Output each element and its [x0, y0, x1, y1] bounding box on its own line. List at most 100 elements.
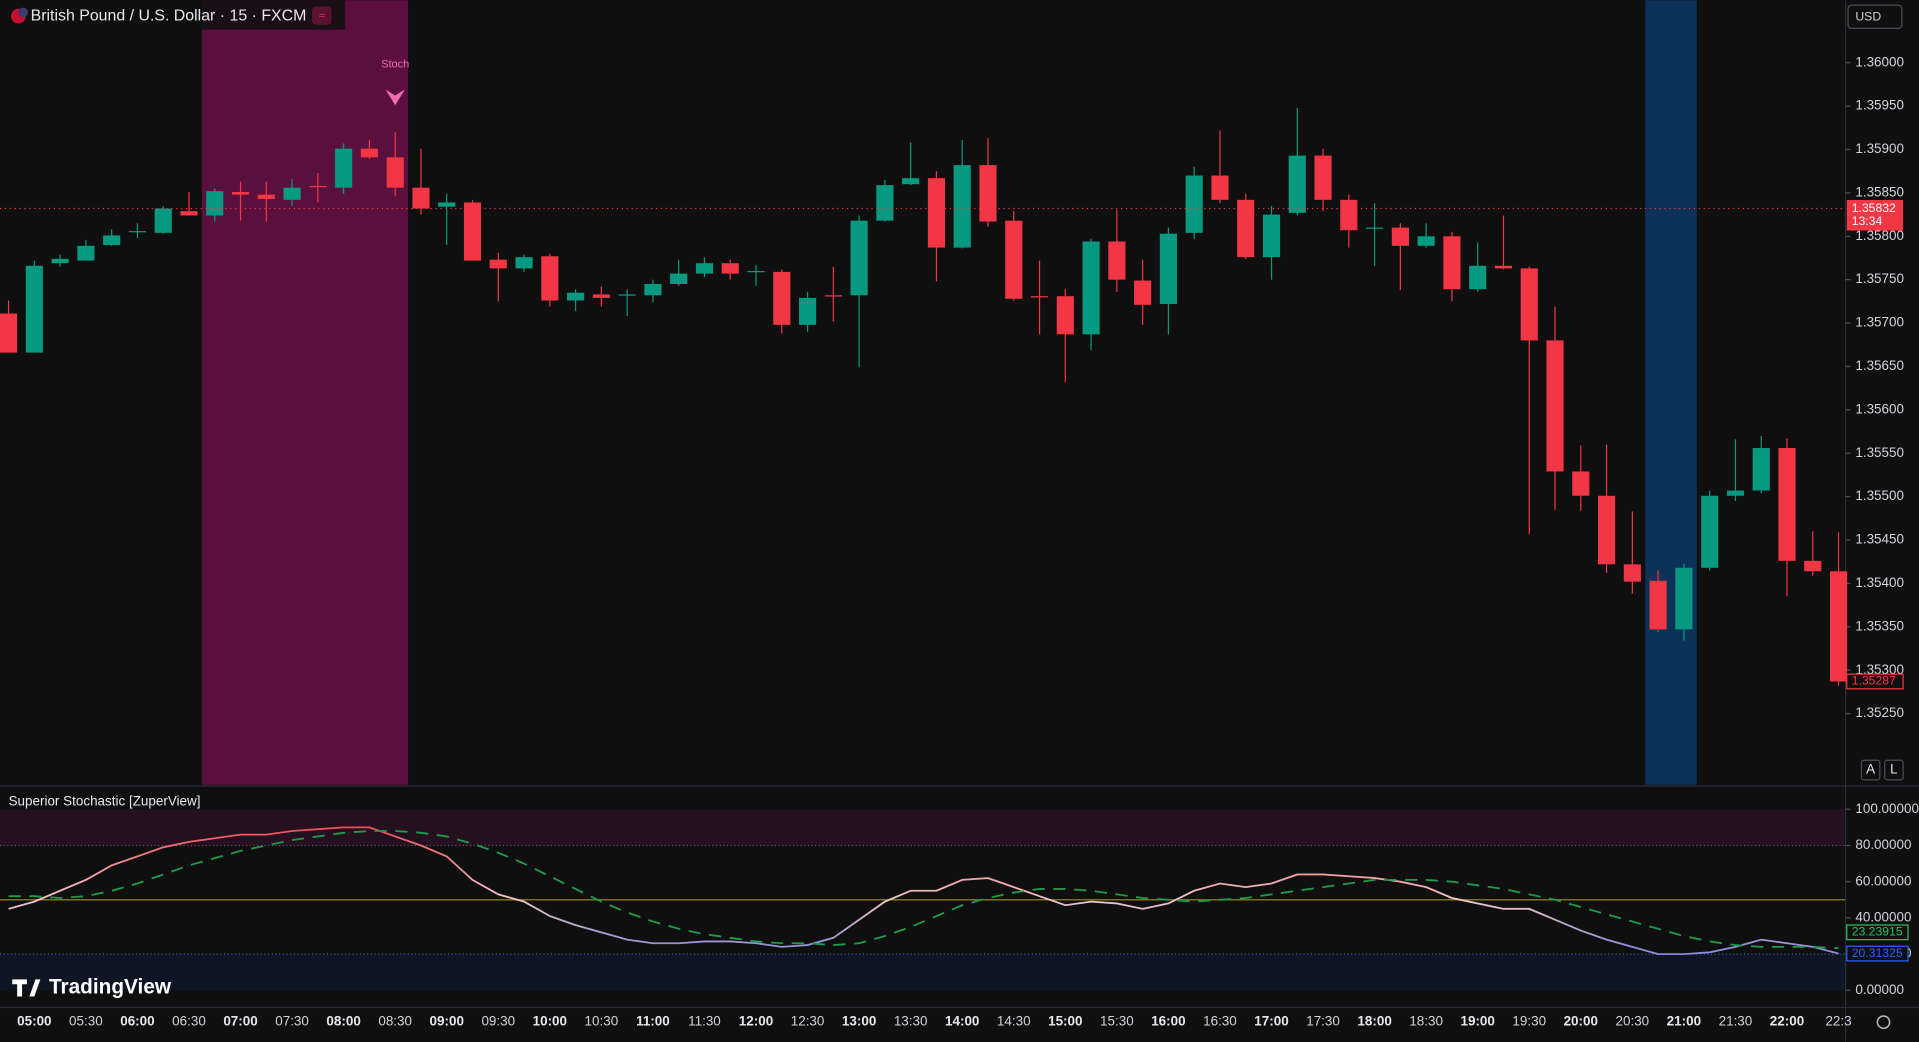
- y-tick-label: 1.35450: [1855, 532, 1904, 547]
- x-tick-label: 13:00: [842, 1014, 876, 1029]
- candle-body: [489, 259, 507, 269]
- x-tick-label: 12:00: [739, 1014, 773, 1029]
- x-tick-label: 12:30: [791, 1014, 825, 1029]
- candle-body: [103, 235, 121, 245]
- candle-body: [386, 157, 404, 188]
- y-tick-label: 1.35950: [1855, 98, 1904, 113]
- candle-body: [644, 284, 662, 296]
- candle-body: [1314, 155, 1332, 200]
- value-tag: [1846, 945, 1909, 962]
- x-tick-label: 07:30: [275, 1014, 309, 1029]
- candle-body: [1391, 227, 1409, 246]
- candle-body: [541, 256, 559, 301]
- header-bg: [0, 0, 346, 30]
- candle-body: [1211, 175, 1229, 200]
- candle-body: [1005, 220, 1023, 299]
- status-icon[interactable]: [312, 6, 332, 25]
- candle-body: [335, 148, 353, 188]
- candle-body: [850, 220, 868, 296]
- last-price-tag: [1846, 673, 1904, 690]
- y-tick-label: 60.00000: [1855, 873, 1911, 888]
- y-tick-label: 1.35500: [1855, 488, 1904, 503]
- x-tick-label: 06:00: [120, 1014, 154, 1029]
- candle-body: [902, 178, 920, 185]
- y-tick-label: 40.00000: [1855, 909, 1911, 924]
- x-tick-label: 08:00: [326, 1014, 360, 1029]
- candle-body: [438, 202, 456, 207]
- candle-body: [1752, 448, 1770, 491]
- candle-body: [257, 194, 275, 199]
- candle-body: [0, 313, 18, 353]
- brand: TradingView: [49, 975, 172, 998]
- candle-body: [721, 263, 739, 274]
- candle-body: [1159, 233, 1177, 304]
- candle-body: [154, 208, 172, 233]
- candle-body: [618, 294, 636, 296]
- x-tick-label: 05:30: [69, 1014, 103, 1029]
- y-tick-label: 1.35600: [1855, 401, 1904, 416]
- candle-body: [515, 257, 533, 269]
- candle-body: [1804, 560, 1822, 572]
- candle-body: [206, 191, 224, 216]
- x-tick-label: 21:30: [1719, 1014, 1753, 1029]
- x-tick-label: 22:3: [1825, 1014, 1851, 1029]
- x-tick-label: 16:30: [1203, 1014, 1237, 1029]
- countdown-label: 13:34: [1852, 214, 1883, 228]
- value-tag-label: 20.31325: [1852, 946, 1903, 960]
- x-tick-label: 18:00: [1357, 1014, 1391, 1029]
- candle-body: [1675, 567, 1693, 630]
- scale-button[interactable]: [1860, 759, 1881, 781]
- candle-body: [1623, 564, 1641, 582]
- signal-arrow: [385, 89, 405, 106]
- candle-body: [1056, 296, 1074, 335]
- x-tick-label: 07:00: [223, 1014, 257, 1029]
- scale-button[interactable]: [1884, 759, 1904, 781]
- indicator-title: Superior Stochastic [ZuperView]: [9, 793, 201, 808]
- y-tick-label: 1.35700: [1855, 315, 1904, 330]
- signal-label: Stoch: [381, 59, 409, 71]
- candle-body: [670, 273, 688, 285]
- scale-button-label: L: [1890, 762, 1898, 777]
- oversold-zone: [0, 954, 1846, 991]
- x-tick-label: 06:30: [172, 1014, 206, 1029]
- signal-band: [201, 0, 409, 785]
- status-icon-glyph: ≈: [319, 10, 325, 22]
- settings-icon[interactable]: [1876, 1015, 1891, 1030]
- candle-body: [1443, 236, 1461, 290]
- candle-body: [1288, 155, 1306, 213]
- candle-body: [1829, 571, 1848, 682]
- candle-body: [231, 192, 250, 195]
- x-tick-label: 05:00: [17, 1014, 51, 1029]
- brand-logo: TradingView: [12, 975, 172, 998]
- candle-body: [1030, 296, 1049, 298]
- candle-body: [463, 202, 482, 261]
- candle-body: [1237, 199, 1255, 258]
- x-tick-label: 11:00: [636, 1014, 670, 1029]
- y-tick-label: 1.35800: [1855, 228, 1904, 243]
- brand-icon: [12, 979, 41, 997]
- y-tick-label: 1.35900: [1855, 141, 1904, 156]
- x-tick-label: 18:30: [1409, 1014, 1443, 1029]
- candle-body: [1649, 580, 1667, 630]
- value-tag: [1846, 924, 1909, 941]
- current-price-label: 1.35832: [1852, 201, 1896, 215]
- candle-body: [824, 295, 842, 297]
- signal-band: [1645, 0, 1697, 785]
- candle-body: [25, 265, 43, 353]
- scale-button-label: A: [1866, 762, 1875, 777]
- candle-body: [1520, 268, 1538, 341]
- x-tick-label: 21:00: [1667, 1014, 1701, 1029]
- candle-body: [747, 271, 765, 273]
- candle-body: [953, 165, 971, 248]
- y-tick-label: 1.35650: [1855, 358, 1904, 373]
- x-tick-label: 13:30: [894, 1014, 928, 1029]
- candle-body: [695, 263, 714, 274]
- candle-body: [51, 258, 69, 264]
- x-tick-label: 09:30: [481, 1014, 515, 1029]
- candle-body: [1598, 495, 1616, 565]
- y-tick-label: 1.35300: [1855, 662, 1904, 677]
- candle-body: [567, 292, 585, 301]
- currency-box[interactable]: [1847, 4, 1903, 30]
- x-tick-label: 15:30: [1100, 1014, 1134, 1029]
